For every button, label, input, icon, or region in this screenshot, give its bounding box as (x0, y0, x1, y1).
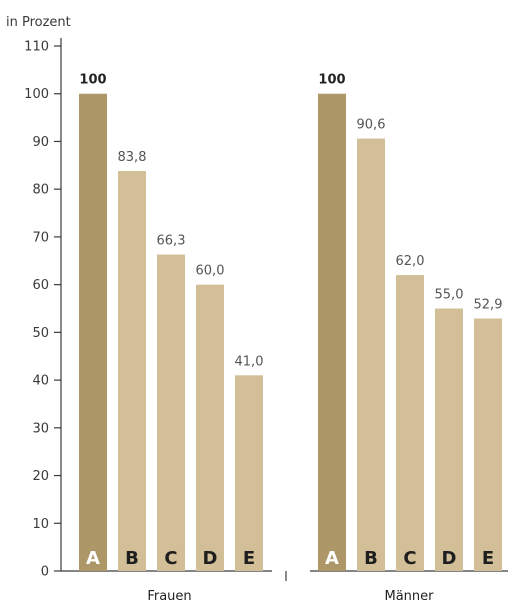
y-tick-label-100: 100 (24, 87, 49, 102)
group-label-frauen: Frauen (147, 589, 191, 604)
category-label-männer-B: B (364, 548, 378, 569)
bar-frauen-B (118, 171, 146, 571)
value-label-männer-A: 100 (318, 73, 345, 88)
category-label-frauen-B: B (125, 548, 139, 569)
y-tick-label-110: 110 (24, 40, 49, 55)
labels: 0 10 20 30 40 50 60 70 80 90 100 110 100 A 83,8 B 66,3 C 6… (24, 40, 502, 604)
bar-frauen-E (235, 375, 263, 571)
category-label-männer-E: E (482, 548, 494, 569)
y-tick-label-80: 80 (32, 183, 49, 198)
value-label-frauen-A: 100 (79, 73, 106, 88)
y-tick-label-20: 20 (32, 469, 49, 484)
bar-frauen-C (157, 254, 185, 571)
y-tick-label-90: 90 (32, 135, 49, 150)
value-label-männer-C: 62,0 (396, 254, 425, 269)
value-label-frauen-B: 83,8 (118, 150, 147, 165)
value-label-männer-E: 52,9 (474, 298, 503, 313)
bar-männer-B (357, 138, 385, 571)
bar-frauen-D (196, 284, 224, 571)
bar-männer-C (396, 275, 424, 571)
bar-frauen-A (79, 93, 107, 572)
y-tick-label-0: 0 (41, 565, 49, 580)
category-label-frauen-E: E (243, 548, 255, 569)
y-tick-label-50: 50 (32, 326, 49, 341)
y-tick-label-10: 10 (32, 517, 49, 532)
category-label-männer-C: C (403, 548, 416, 569)
y-tick-label-70: 70 (32, 230, 49, 245)
category-label-frauen-C: C (164, 548, 177, 569)
group-label-maenner: Männer (384, 589, 434, 604)
y-tick-label-40: 40 (32, 374, 49, 389)
y-tick-label-60: 60 (32, 278, 49, 293)
value-label-frauen-E: 41,0 (235, 354, 264, 369)
category-label-männer-D: D (442, 548, 457, 569)
value-label-frauen-C: 66,3 (157, 234, 186, 249)
value-label-männer-B: 90,6 (357, 118, 386, 133)
category-label-frauen-A: A (86, 548, 100, 569)
category-label-frauen-D: D (203, 548, 218, 569)
bar-männer-D (435, 308, 463, 571)
y-tick-label-30: 30 (32, 421, 49, 436)
bar-männer-E (474, 318, 502, 571)
bar-männer-A (318, 93, 346, 572)
y-axis-unit-label: in Prozent (6, 15, 71, 30)
bars (79, 93, 502, 572)
value-label-männer-D: 55,0 (435, 288, 464, 303)
value-label-frauen-D: 60,0 (196, 264, 225, 279)
category-label-männer-A: A (325, 548, 339, 569)
